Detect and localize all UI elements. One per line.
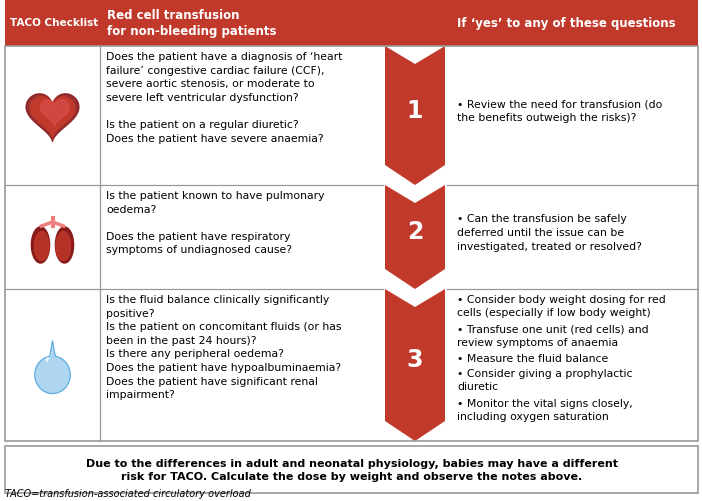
Text: • Measure the fluid balance: • Measure the fluid balance bbox=[457, 353, 608, 363]
Polygon shape bbox=[35, 342, 70, 394]
Text: If ‘yes’ to any of these questions: If ‘yes’ to any of these questions bbox=[457, 17, 675, 30]
Polygon shape bbox=[46, 353, 51, 362]
Polygon shape bbox=[30, 98, 75, 138]
Text: • Monitor the vital signs closely,
including oxygen saturation: • Monitor the vital signs closely, inclu… bbox=[457, 398, 633, 421]
Text: Is the patient known to have pulmonary
oedema?

Does the patient have respirator: Is the patient known to have pulmonary o… bbox=[106, 190, 324, 255]
Polygon shape bbox=[385, 290, 445, 441]
Polygon shape bbox=[34, 232, 49, 261]
Text: 3: 3 bbox=[406, 347, 423, 371]
Polygon shape bbox=[56, 232, 71, 261]
Text: • Transfuse one unit (red cells) and
review symptoms of anaemia: • Transfuse one unit (red cells) and rev… bbox=[457, 324, 649, 347]
Polygon shape bbox=[55, 227, 74, 264]
FancyBboxPatch shape bbox=[5, 446, 698, 493]
Text: Does the patient have a diagnosis of ‘heart
failure’ congestive cardiac failure : Does the patient have a diagnosis of ‘he… bbox=[106, 52, 343, 143]
Text: • Can the transfusion be safely
deferred until the issue can be
investigated, tr: • Can the transfusion be safely deferred… bbox=[457, 214, 642, 251]
Bar bbox=[5, 47, 698, 441]
Polygon shape bbox=[32, 227, 50, 264]
Polygon shape bbox=[385, 186, 445, 290]
Text: Is the fluid balance clinically significantly
positive?
Is the patient on concom: Is the fluid balance clinically signific… bbox=[106, 295, 341, 399]
Text: • Consider body weight dosing for red
cells (especially if low body weight): • Consider body weight dosing for red ce… bbox=[457, 295, 665, 318]
Polygon shape bbox=[26, 95, 79, 142]
Text: Red cell transfusion
for non-bleeding patients: Red cell transfusion for non-bleeding pa… bbox=[107, 9, 277, 38]
Polygon shape bbox=[40, 101, 69, 127]
Text: TACO Checklist: TACO Checklist bbox=[10, 19, 98, 29]
Bar bbox=[5, 0, 698, 47]
Text: TACO=transfusion-associated circulatory overload: TACO=transfusion-associated circulatory … bbox=[5, 488, 251, 498]
Bar bbox=[5, 47, 698, 441]
Text: 2: 2 bbox=[407, 219, 423, 243]
Polygon shape bbox=[385, 47, 445, 186]
Text: 1: 1 bbox=[407, 98, 423, 122]
Text: Due to the differences in adult and neonatal physiology, babies may have a diffe: Due to the differences in adult and neon… bbox=[86, 458, 618, 481]
Text: • Review the need for transfusion (do
the benefits outweigh the risks)?: • Review the need for transfusion (do th… bbox=[457, 100, 663, 123]
Text: • Consider giving a prophylactic
diuretic: • Consider giving a prophylactic diureti… bbox=[457, 369, 633, 392]
